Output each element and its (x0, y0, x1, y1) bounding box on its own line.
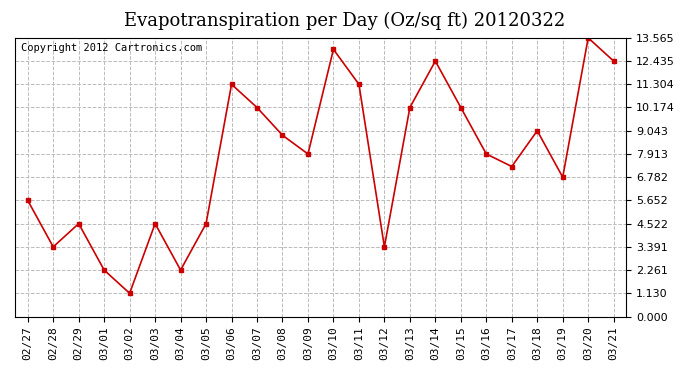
Text: Evapotranspiration per Day (Oz/sq ft) 20120322: Evapotranspiration per Day (Oz/sq ft) 20… (124, 11, 566, 30)
Text: Copyright 2012 Cartronics.com: Copyright 2012 Cartronics.com (21, 44, 202, 53)
